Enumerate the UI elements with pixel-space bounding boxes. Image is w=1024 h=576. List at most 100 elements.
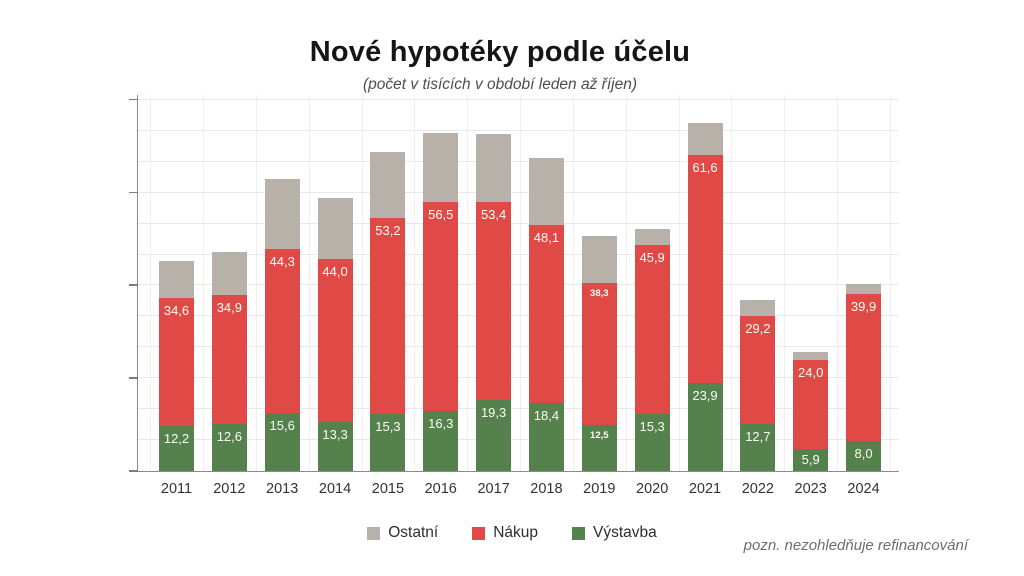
- legend: Ostatní Nákup Výstavba: [0, 524, 1024, 542]
- gridline-horizontal: [138, 284, 899, 286]
- y-axis-tick: [129, 470, 138, 472]
- value-label-vystavba-2023: 5,9: [801, 452, 820, 468]
- bar-segment-ostatni-2022: [740, 300, 776, 316]
- gridline-horizontal: [138, 439, 899, 441]
- value-label-vystavba-2016: 16,3: [428, 415, 454, 431]
- bar-segment-ostatni-2020: [634, 228, 670, 245]
- x-tick-label-2024: 2024: [847, 481, 880, 497]
- chart-subtitle: (počet v tisících v období leden až říje…: [363, 76, 637, 93]
- value-label-nakup-2021: 61,6: [692, 159, 718, 175]
- value-label-nakup-2015: 53,2: [375, 222, 401, 238]
- bar-segment-vystavba-2024: 8,0: [846, 441, 882, 471]
- x-tick-label-2023: 2023: [794, 481, 827, 497]
- gridline-horizontal: [138, 315, 899, 317]
- bar-segment-vystavba-2018: 18,4: [528, 402, 564, 471]
- bar-segment-ostatni-2014: [317, 198, 353, 259]
- gridline-vertical: [890, 95, 891, 471]
- x-tick-label-2018: 2018: [530, 481, 563, 497]
- bar-segment-ostatni-2024: [846, 283, 882, 294]
- bar-segment-nakup-2014: 44,0: [317, 259, 353, 422]
- gridline-horizontal: [138, 346, 899, 348]
- x-tick-label-2012: 2012: [213, 481, 246, 497]
- nakup-swatch-icon: [472, 526, 486, 540]
- bar-segment-nakup-2013: 44,3: [264, 249, 300, 414]
- bar-segment-nakup-2021: 61,6: [687, 154, 723, 383]
- value-label-nakup-2017: 53,4: [480, 207, 507, 223]
- value-label-vystavba-2021: 23,9: [692, 387, 718, 403]
- bar-segment-nakup-2024: 39,9: [846, 293, 882, 442]
- gridline-vertical: [202, 95, 204, 471]
- value-label-nakup-2011: 34,6: [163, 302, 190, 318]
- bar-segment-vystavba-2022: 12,7: [740, 424, 776, 471]
- gridline-horizontal: [138, 253, 899, 255]
- x-tick-label-2013: 2013: [266, 481, 299, 497]
- gridline-horizontal: [138, 98, 899, 100]
- y-axis-tick: [129, 377, 138, 379]
- bar-segment-vystavba-2013: 15,6: [264, 413, 300, 471]
- bar-segment-ostatni-2018: [528, 158, 564, 225]
- value-label-vystavba-2011: 12,2: [163, 430, 190, 446]
- x-tick-label-2022: 2022: [741, 481, 774, 497]
- y-axis-tick: [129, 98, 138, 101]
- bar-segment-vystavba-2019: 12,5: [581, 424, 617, 471]
- bar-segment-nakup-2011: 34,6: [159, 297, 194, 426]
- bar-segment-nakup-2018: 48,1: [528, 224, 564, 403]
- value-label-vystavba-2015: 15,3: [375, 419, 401, 435]
- value-label-nakup-2014: 44,0: [322, 264, 348, 279]
- x-tick-label-2021: 2021: [688, 481, 722, 497]
- plot-area: 12,2 34,6 2011 12,6 34,9 2012 15,6 44,3 2013 13,3…: [129, 95, 899, 497]
- value-label-vystavba-2018: 18,4: [533, 407, 560, 423]
- bar-segment-ostatni-2015: [370, 152, 406, 218]
- value-label-vystavba-2017: 19,3: [480, 404, 507, 420]
- x-tick-label-2020: 2020: [636, 481, 669, 497]
- bar-segment-vystavba-2021: 23,9: [687, 382, 723, 471]
- bar-segment-nakup-2019: 38,3: [581, 283, 617, 425]
- bar-segment-vystavba-2014: 13,3: [317, 421, 353, 471]
- bar-segment-nakup-2012: 34,9: [211, 295, 247, 425]
- bar-segment-ostatni-2012: [211, 251, 247, 296]
- value-label-nakup-2012: 34,9: [216, 300, 242, 316]
- value-label-vystavba-2013: 15,6: [269, 418, 295, 434]
- bar-segment-vystavba-2023: 5,9: [793, 449, 829, 471]
- y-axis-tick: [129, 284, 138, 286]
- gridline-horizontal: [138, 222, 899, 224]
- bar-segment-vystavba-2017: 19,3: [476, 399, 512, 471]
- gridline-horizontal: [138, 191, 899, 193]
- bar-segment-vystavba-2016: 16,3: [423, 410, 459, 471]
- bar-segment-ostatni-2023: [793, 352, 829, 361]
- bar-segment-vystavba-2012: 12,6: [211, 424, 247, 471]
- x-tick-label-2015: 2015: [371, 481, 405, 497]
- legend-label-nakup: Nákup: [493, 524, 538, 541]
- value-label-vystavba-2020: 15,3: [639, 419, 665, 435]
- value-label-nakup-2016: 56,5: [428, 206, 454, 222]
- bar-segment-vystavba-2020: 15,3: [634, 414, 670, 471]
- chart-note: pozn. nezohledňuje refinancování: [743, 537, 968, 554]
- legend-item-ostatni: Ostatní: [367, 524, 438, 542]
- gridline-horizontal: [138, 129, 899, 131]
- gridline-vertical: [625, 95, 627, 471]
- gridline-vertical: [150, 95, 152, 471]
- bar-segment-nakup-2017: 53,4: [476, 202, 512, 400]
- value-label-vystavba-2014: 13,3: [322, 426, 348, 442]
- bar-segment-vystavba-2015: 15,3: [370, 414, 406, 471]
- value-label-nakup-2019: 38,3: [590, 288, 609, 300]
- bar-segment-ostatni-2019: [581, 236, 617, 284]
- value-label-nakup-2023: 24,0: [798, 365, 824, 381]
- x-tick-label-2014: 2014: [318, 481, 352, 497]
- y-axis-tick: [129, 191, 138, 194]
- bar-segment-nakup-2020: 45,9: [634, 244, 670, 415]
- gridline-horizontal: [138, 408, 899, 410]
- value-label-nakup-2024: 39,9: [850, 298, 877, 314]
- gridline-vertical: [361, 95, 363, 471]
- x-tick-label-2016: 2016: [424, 481, 457, 497]
- gridline-vertical: [784, 95, 786, 471]
- bar-segment-ostatni-2011: [159, 261, 194, 298]
- ostatni-swatch-icon: [367, 526, 381, 540]
- value-label-nakup-2018: 48,1: [533, 229, 560, 245]
- gridline-horizontal: [138, 377, 899, 379]
- bar-segment-nakup-2022: 29,2: [740, 315, 776, 425]
- legend-label-vystavba: Výstavba: [593, 524, 657, 541]
- x-tick-label-2011: 2011: [160, 481, 193, 497]
- gridline-vertical: [678, 95, 680, 471]
